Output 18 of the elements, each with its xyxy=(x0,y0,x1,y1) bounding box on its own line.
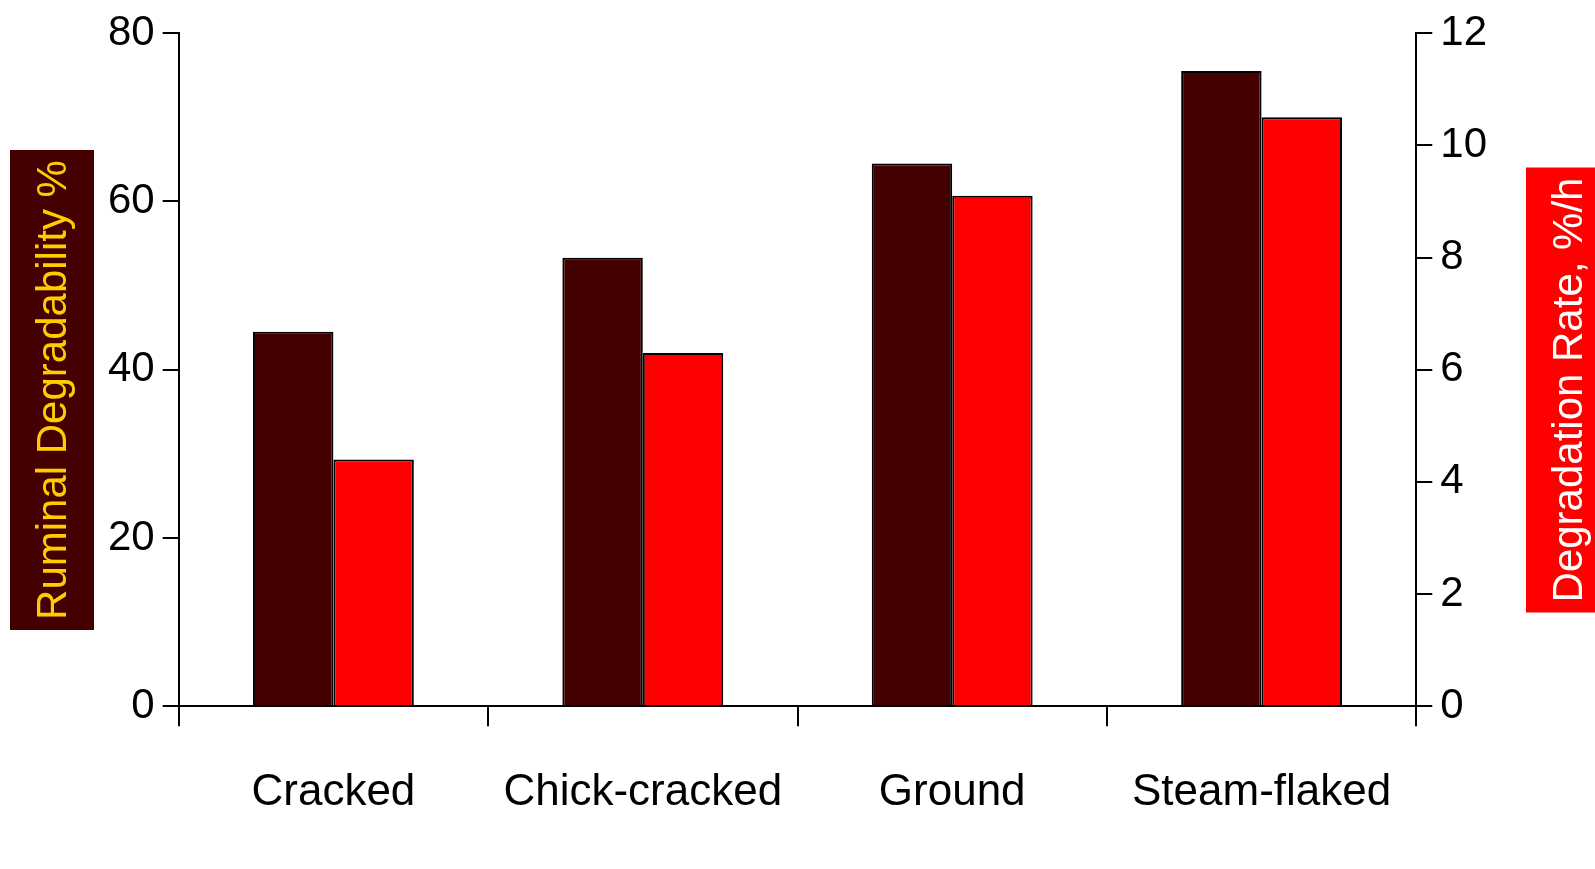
y2-tick-label: 4 xyxy=(1440,455,1464,503)
x-tick-label: Steam-flaked xyxy=(1131,764,1392,814)
y2-tick-label: 8 xyxy=(1440,231,1464,279)
x-tick-label: Ground xyxy=(878,764,1026,814)
y-tick-label: 40 xyxy=(108,343,155,391)
x-tick-label: Chick-cracked xyxy=(503,764,783,814)
y-tick-label: 20 xyxy=(108,511,155,559)
y2-tick-label: 2 xyxy=(1440,567,1464,615)
x-tick-label: Cracked xyxy=(251,764,416,814)
y2-tick-label: 6 xyxy=(1440,343,1464,391)
y-tick-label: 0 xyxy=(131,679,155,727)
y-axis-title: Ruminal Degradability % xyxy=(27,160,75,620)
y2-axis-title: Degradation Rate, %/h xyxy=(1543,177,1591,603)
y2-tick-label: 0 xyxy=(1440,679,1464,727)
y2-tick-label: 12 xyxy=(1440,6,1487,54)
y-tick-label: 80 xyxy=(108,6,155,54)
y2-tick-label: 10 xyxy=(1440,118,1487,166)
y-tick-label: 60 xyxy=(108,175,155,223)
